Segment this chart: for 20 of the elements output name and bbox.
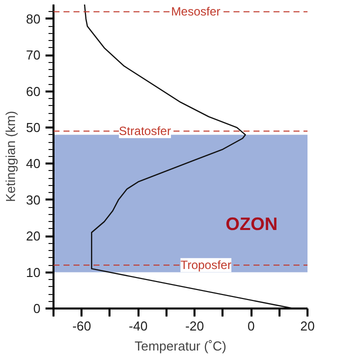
x-tick-label: -40 (128, 318, 148, 334)
y-tick-label: 40 (26, 156, 41, 172)
y-tick-label: 70 (26, 48, 41, 63)
x-axis-title: Temperatur (˚C) (134, 338, 226, 354)
y-tick-label: 0 (33, 301, 41, 316)
x-tick-label: 0 (247, 318, 255, 334)
y-tick-label: 10 (26, 264, 41, 280)
ref-line-label: Mesosfer (171, 4, 220, 19)
ref-line-label: Troposfer (180, 258, 232, 272)
x-tick-label: -20 (185, 318, 204, 334)
y-tick-label: 30 (26, 192, 41, 208)
band-label: OZON (226, 214, 278, 234)
ref-line-label: Stratosfer (118, 124, 171, 138)
y-tick-label: 50 (26, 120, 41, 136)
x-tick-label: -60 (72, 318, 92, 334)
y-tick-label: 80 (26, 11, 41, 26)
y-tick-label: 20 (26, 228, 41, 244)
x-tick-label: 20 (300, 318, 315, 334)
y-tick-label: 60 (26, 84, 41, 99)
y-axis-title: Ketinggian (km) (3, 110, 18, 202)
